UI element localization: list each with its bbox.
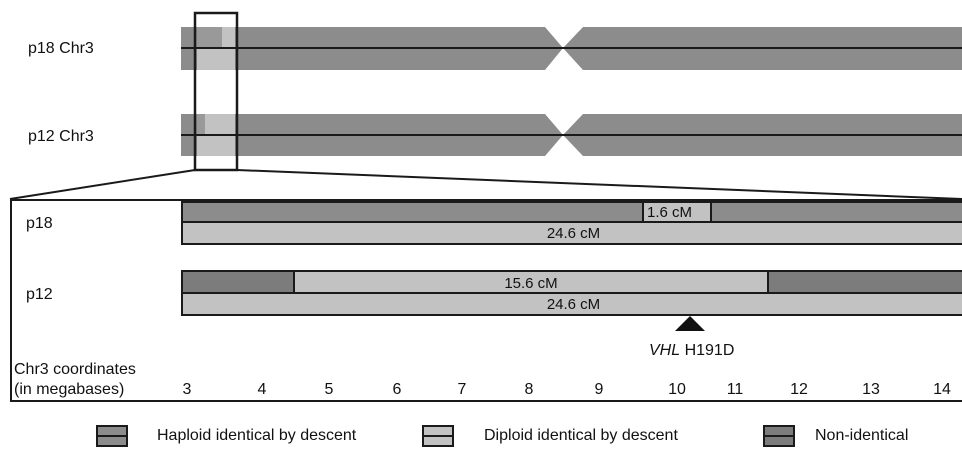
legend-swatch-haploid	[96, 425, 128, 447]
legend-swatch-diploid	[422, 425, 454, 447]
axis-title-line2: (in megabases)	[14, 381, 125, 398]
zoom-projection-right	[236, 169, 962, 200]
legend-item-non-identical: Non-identical	[763, 424, 953, 448]
detail-label-p18: p18	[26, 215, 53, 232]
axis-tick: 3	[182, 381, 192, 398]
axis-tick: 12	[790, 381, 808, 398]
legend-label-haploid: Haploid identical by descent	[157, 427, 357, 444]
zoom-region-box	[193, 11, 239, 172]
axis-tick: 6	[392, 381, 402, 398]
p18-segment-label: 1.6 cM	[647, 204, 693, 221]
overview-label-p12: p12 Chr3	[28, 128, 94, 145]
p12-diploid-label: 24.6 cM	[546, 296, 601, 313]
detail-panel-frame	[10, 199, 962, 402]
p18-haploid-bar	[181, 201, 962, 223]
axis-tick: 7	[457, 381, 467, 398]
chromosome-p12-haploid-upper	[197, 114, 205, 135]
legend-swatch-non-identical	[763, 425, 795, 447]
overview-chromosome-graphic	[9, 11, 962, 200]
p18-segment-1-6cm: 1.6 cM	[642, 201, 712, 223]
p18-diploid-label: 24.6 cM	[546, 225, 601, 242]
vhl-marker-label: VHL H191D	[649, 342, 734, 360]
chromosome-p18	[181, 27, 962, 70]
chromosome-p12	[181, 114, 962, 156]
axis-tick: 10	[668, 381, 686, 398]
p12-segment-label: 15.6 cM	[504, 275, 558, 292]
p18-diploid-bar: 24.6 cM	[181, 221, 962, 245]
axis-tick: 11	[726, 381, 744, 398]
vhl-gene-name: VHL	[649, 342, 681, 359]
axis-tick: 9	[594, 381, 604, 398]
zoom-projection-left	[9, 169, 196, 200]
chromosome-p18-haploid-upper	[197, 27, 222, 48]
axis-tick: 4	[257, 381, 267, 398]
detail-label-p12: p12	[26, 286, 53, 303]
axis-tick: 13	[862, 381, 880, 398]
overview-label-p18: p18 Chr3	[28, 40, 94, 57]
legend-label-non-identical: Non-identical	[815, 427, 909, 444]
vhl-marker-triangle-icon	[675, 316, 705, 331]
p12-segment-15-6cm: 15.6 cM	[293, 270, 769, 294]
vhl-variant: H191D	[684, 342, 735, 359]
legend-item-diploid: Diploid identical by descent	[422, 424, 742, 448]
legend-item-haploid: Haploid identical by descent	[96, 424, 396, 448]
p12-diploid-bar: 24.6 cM	[181, 292, 962, 316]
legend-label-diploid: Diploid identical by descent	[484, 427, 678, 444]
axis-title-line1: Chr3 coordinates	[14, 361, 136, 378]
axis-tick: 14	[933, 381, 951, 398]
axis-tick: 8	[524, 381, 534, 398]
axis-tick: 5	[324, 381, 334, 398]
